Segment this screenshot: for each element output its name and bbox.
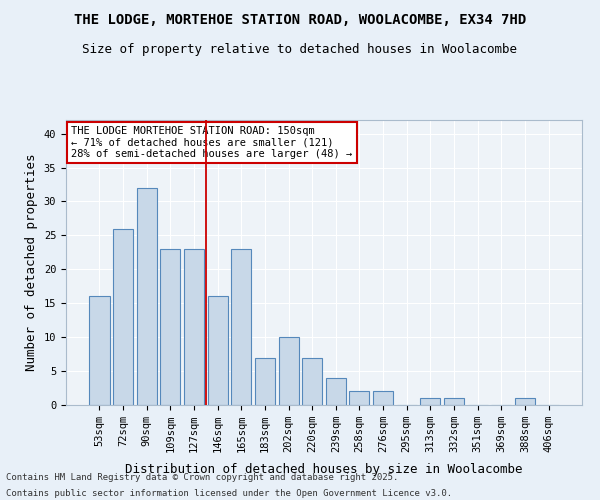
Bar [160, 249, 181, 405]
Text: THE LODGE, MORTEHOE STATION ROAD, WOOLACOMBE, EX34 7HD: THE LODGE, MORTEHOE STATION ROAD, WOOLAC… [74, 12, 526, 26]
Bar [515, 398, 535, 405]
Bar [137, 188, 157, 405]
Bar [326, 378, 346, 405]
Text: Contains public sector information licensed under the Open Government Licence v3: Contains public sector information licen… [6, 488, 452, 498]
Bar [89, 296, 110, 405]
Text: Size of property relative to detached houses in Woolacombe: Size of property relative to detached ho… [83, 42, 517, 56]
Bar [278, 337, 299, 405]
Text: THE LODGE MORTEHOE STATION ROAD: 150sqm
← 71% of detached houses are smaller (12: THE LODGE MORTEHOE STATION ROAD: 150sqm … [71, 126, 352, 159]
Bar [302, 358, 322, 405]
Bar [184, 249, 204, 405]
Bar [113, 228, 133, 405]
Bar [255, 358, 275, 405]
Bar [231, 249, 251, 405]
Bar [444, 398, 464, 405]
Bar [349, 392, 370, 405]
Bar [208, 296, 228, 405]
Text: Contains HM Land Registry data © Crown copyright and database right 2025.: Contains HM Land Registry data © Crown c… [6, 474, 398, 482]
Bar [373, 392, 393, 405]
X-axis label: Distribution of detached houses by size in Woolacombe: Distribution of detached houses by size … [125, 464, 523, 476]
Y-axis label: Number of detached properties: Number of detached properties [25, 154, 38, 371]
Bar [420, 398, 440, 405]
